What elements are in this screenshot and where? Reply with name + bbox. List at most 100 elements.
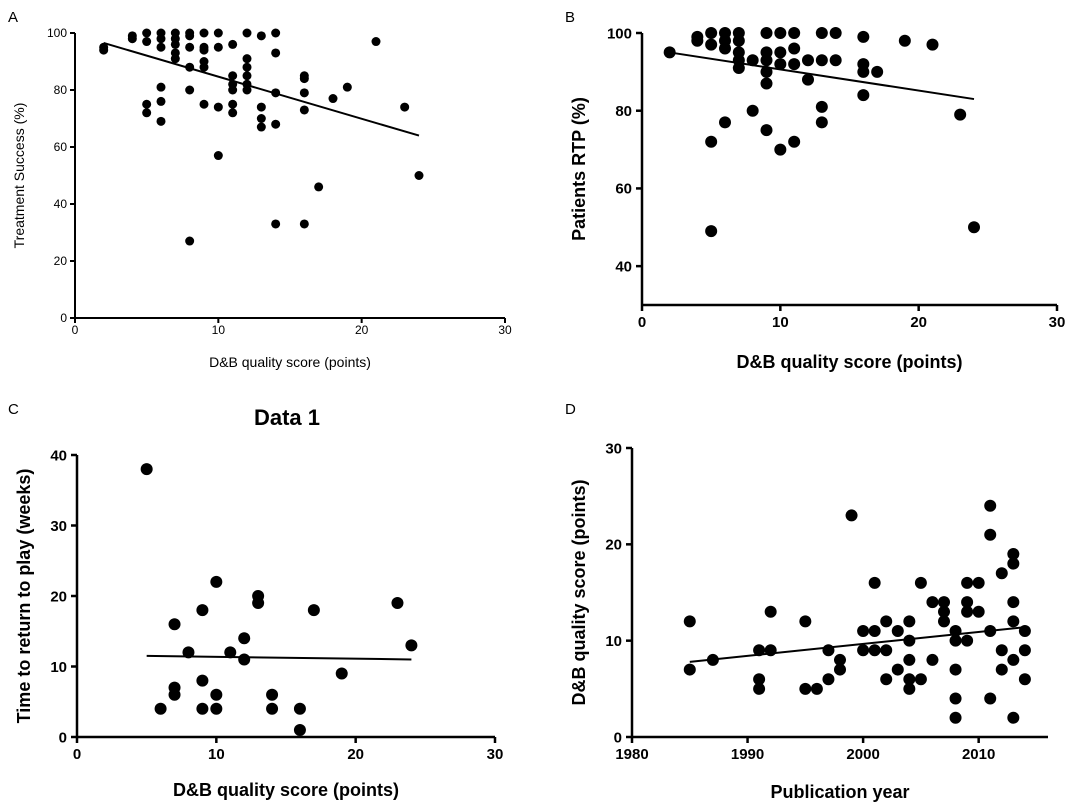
y-tick-label-b: 60 (615, 181, 632, 198)
data-point-a (142, 28, 152, 38)
data-point-a (228, 99, 238, 109)
data-point-a (185, 85, 195, 95)
data-point-d (857, 625, 870, 638)
data-point-c (405, 639, 418, 652)
data-point-b (829, 27, 842, 39)
y-tick-label-a: 40 (54, 197, 68, 211)
data-point-c (154, 702, 167, 715)
y-axis-title-d: D&B quality score (points) (569, 479, 589, 705)
data-point-d (834, 653, 846, 666)
x-tick-label-d: 1980 (615, 746, 648, 763)
data-point-b (691, 34, 704, 47)
data-point-a (271, 48, 281, 58)
data-point-a (199, 28, 209, 38)
data-point-d (984, 625, 997, 638)
data-point-b (815, 100, 828, 113)
data-point-c (307, 604, 320, 617)
data-point-a (256, 122, 266, 132)
data-point-d (961, 634, 974, 647)
data-point-a (228, 85, 238, 95)
panel-letter-a: A (8, 9, 18, 26)
y-tick-label-a: 80 (54, 83, 68, 97)
data-point-c (293, 702, 306, 715)
plot-title-c: Data 1 (254, 405, 320, 430)
y-tick-label-a: 100 (47, 26, 67, 40)
data-point-d (984, 692, 997, 705)
data-point-d (938, 605, 950, 618)
data-point-c (196, 674, 209, 687)
data-point-a (242, 85, 252, 95)
y-tick-label-a: 20 (54, 254, 68, 268)
data-point-d (949, 634, 962, 647)
y-tick-label-d: 30 (605, 440, 622, 457)
data-point-d (914, 673, 927, 686)
y-tick-label-b: 40 (615, 258, 632, 275)
data-point-b (760, 77, 773, 90)
data-point-b (746, 54, 759, 67)
data-point-b (705, 27, 718, 39)
data-point-d (683, 615, 696, 628)
data-point-d (764, 644, 777, 657)
panel-letter-c: C (8, 401, 19, 418)
data-point-a (213, 151, 223, 161)
data-point-d (949, 625, 962, 638)
data-point-d (845, 509, 858, 522)
data-point-d (1007, 547, 1020, 560)
data-point-d (706, 653, 719, 666)
data-point-d (984, 499, 997, 512)
data-point-d (903, 682, 916, 695)
y-tick-label-b: 80 (615, 103, 632, 120)
data-point-a (328, 94, 338, 104)
data-point-a (185, 236, 195, 246)
y-tick-label-c: 30 (50, 518, 67, 535)
data-point-d (961, 596, 974, 609)
data-point-d (1007, 615, 1020, 628)
data-point-d (822, 673, 835, 686)
data-point-b (968, 221, 980, 234)
data-point-b (815, 54, 828, 67)
x-tick-label-b: 20 (910, 314, 927, 331)
x-tick-label-a: 20 (355, 323, 369, 337)
data-point-d (972, 605, 985, 618)
data-point-b (829, 54, 842, 67)
y-tick-label-a: 60 (54, 140, 68, 154)
data-point-a (185, 31, 195, 41)
data-point-a (170, 39, 180, 49)
y-axis-title-a: Treatment Success (%) (11, 103, 27, 249)
y-tick-label-d: 0 (614, 729, 622, 746)
data-point-b (857, 65, 870, 78)
x-tick-label-d: 1990 (731, 746, 764, 763)
data-point-b (760, 65, 773, 78)
data-point-b (732, 61, 745, 74)
data-point-d (683, 663, 696, 676)
data-point-a (228, 71, 238, 81)
data-point-b (788, 58, 801, 71)
x-tick-label-b: 30 (1049, 314, 1066, 331)
x-tick-label-a: 10 (212, 323, 226, 337)
data-point-a (256, 102, 266, 112)
data-point-d (926, 596, 939, 609)
x-tick-label-a: 0 (72, 323, 79, 337)
data-point-c (196, 604, 209, 617)
data-point-a (299, 219, 309, 229)
data-point-c (391, 597, 404, 610)
y-tick-label-d: 10 (605, 633, 622, 650)
data-point-a (156, 116, 166, 126)
data-point-a (299, 88, 309, 98)
data-point-b (760, 54, 773, 67)
data-point-d (914, 576, 927, 589)
panel-c: C Data 1 0 10 20 30 0 10 20 30 40 D&B quality score… (8, 401, 503, 800)
data-point-d (903, 673, 916, 686)
data-point-c (168, 688, 181, 701)
x-tick-label-b: 10 (772, 314, 789, 331)
data-point-d (1018, 644, 1031, 657)
data-point-c (196, 702, 209, 715)
x-tick-label-d: 2010 (962, 746, 995, 763)
x-tick-label-c: 10 (208, 746, 225, 763)
data-point-c (224, 646, 237, 659)
data-point-b (857, 30, 870, 43)
data-point-a (228, 39, 238, 49)
x-tick-label-a: 30 (498, 323, 512, 337)
data-point-d (1007, 653, 1020, 666)
data-point-b (802, 73, 814, 86)
